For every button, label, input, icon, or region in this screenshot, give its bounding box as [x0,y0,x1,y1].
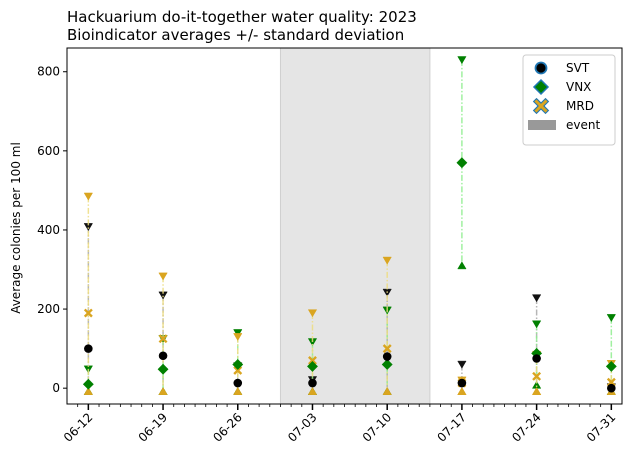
legend-vnx-label: VNX [566,80,591,94]
vnx-point [157,363,169,375]
svt-point [607,383,616,393]
x-tick-label: 07-17 [434,410,469,445]
x-tick-label: 07-10 [360,410,395,445]
vnx-point [307,360,318,372]
svt-point [84,344,93,353]
mrd-lower-cap [457,387,467,395]
legend-mrd-label: MRD [566,99,594,113]
vnx-upper-cap [233,329,243,338]
legend-event-label: event [566,118,600,132]
mrd-upper-cap [307,309,318,318]
svt-upper-cap [531,294,542,303]
mrd-point-stroke-b [382,344,392,354]
event-span [279,47,431,405]
y-tick-label: 400 [37,223,60,237]
x-tick-label: 06-26 [210,410,245,445]
mrd-upper-cap [382,256,392,265]
vnx-lower-cap [457,261,467,270]
chart-title: Hackuarium do-it-together water quality:… [67,8,417,26]
y-tick-label: 200 [37,302,60,316]
vnx-point [605,360,617,372]
svt-upper-cap [457,360,467,369]
svt-point [233,378,243,388]
legend-mrd-marker-fill-b [534,99,548,113]
chart-subtitle: Bioindicator averages +/- standard devia… [67,26,404,44]
vnx-point [456,157,468,169]
mrd-point [532,371,542,381]
x-tick-label: 07-03 [285,410,320,445]
legend-event-swatch [528,120,556,130]
y-tick-label: 0 [52,381,60,395]
svt-point [532,354,541,363]
mrd-point-stroke-b [158,334,168,344]
vnx-upper-cap [457,56,467,65]
y-tick-label: 600 [37,144,60,158]
legend-svt-marker [534,61,548,75]
svt-point [457,378,467,388]
mrd-lower-cap [83,387,93,395]
mrd-lower-cap [531,387,542,395]
mrd-upper-cap [233,333,243,342]
vnx-upper-cap [606,314,616,323]
mrd-point [158,334,168,344]
mrd-point [382,344,392,354]
mrd-lower-cap [382,387,392,395]
legend: SVT VNX MRD event [522,54,616,146]
svt-point [382,352,392,361]
vnx-upper-cap [531,320,542,329]
vnx-point [232,359,244,370]
vnx-point [82,378,94,390]
mrd-lower-cap [233,387,243,395]
mrd-point-stroke-b [83,308,93,318]
legend-svt-label: SVT [566,61,590,75]
mrd-upper-cap [83,192,93,201]
mrd-point-stroke-b [532,371,542,381]
svt-point [308,378,317,388]
svt-point [158,351,168,361]
mrd-point [308,356,317,365]
mrd-point [233,365,243,375]
mrd-lower-cap [158,387,168,395]
x-tick-label: 07-31 [584,410,619,445]
x-tick-label: 06-19 [136,410,171,445]
marker-layer [82,157,617,393]
x-tick-label: 06-12 [61,410,96,445]
y-tick-label: 800 [37,65,60,79]
mrd-lower-cap [307,387,318,395]
x-tick-label: 07-24 [509,410,544,445]
mrd-point-stroke-b [233,365,243,375]
legend-mrd-marker [532,97,550,115]
legend-vnx-marker [532,78,550,96]
mrd-point [83,308,93,318]
mrd-point-stroke-b [308,356,317,365]
vnx-point [381,359,393,370]
event-layer [279,47,431,405]
mrd-upper-cap [158,272,168,281]
y-axis-label: Average colonies per 100 ml [9,142,23,314]
